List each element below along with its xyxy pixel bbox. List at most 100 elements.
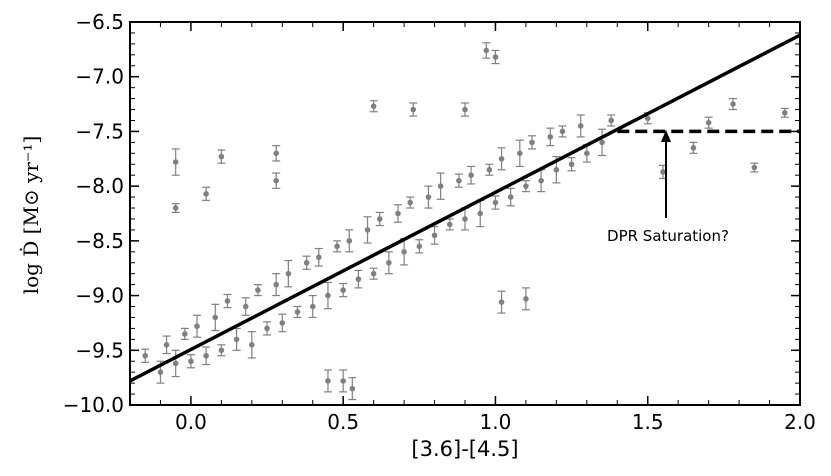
point <box>538 177 544 184</box>
point <box>249 342 255 348</box>
point <box>325 378 331 384</box>
point <box>553 166 560 173</box>
y-tick-label: −10.0 <box>63 393 124 417</box>
y-tick-label: −8.0 <box>75 174 124 198</box>
y-tick-label: −9.5 <box>75 338 124 362</box>
y-axis-label: log Ḋ [M⊙ yr⁻¹] <box>19 136 43 295</box>
point <box>523 296 529 302</box>
point <box>492 54 499 60</box>
point <box>279 320 286 326</box>
point <box>172 360 179 367</box>
point <box>751 164 758 171</box>
point <box>233 336 240 343</box>
arrow-head <box>661 130 671 142</box>
point <box>547 134 554 140</box>
point <box>163 342 170 348</box>
x-tick-label: 0.0 <box>175 410 207 434</box>
point <box>340 287 346 293</box>
point <box>316 254 322 261</box>
point <box>370 270 377 277</box>
annotation: DPR Saturation? <box>607 227 729 245</box>
point <box>188 358 194 365</box>
point <box>486 166 493 173</box>
point <box>218 347 225 354</box>
point <box>303 259 310 266</box>
x-tick-label: 0.5 <box>327 410 359 434</box>
point <box>730 101 736 107</box>
y-tick-label: −7.5 <box>75 119 124 143</box>
point <box>172 205 179 211</box>
point <box>309 303 316 310</box>
point <box>577 123 584 129</box>
point <box>462 106 468 113</box>
point <box>529 139 535 146</box>
fit-line <box>129 33 801 383</box>
point <box>407 199 413 206</box>
point <box>477 210 484 217</box>
point <box>462 216 468 222</box>
x-tick-label: 1.0 <box>480 410 512 434</box>
point <box>349 385 356 392</box>
point <box>364 227 371 233</box>
point <box>325 292 331 299</box>
point <box>194 323 200 330</box>
point <box>346 238 353 244</box>
y-tick-label: −8.5 <box>75 229 124 253</box>
x-tick-label: 1.5 <box>632 410 664 434</box>
point <box>559 128 566 135</box>
point <box>781 110 788 116</box>
point <box>395 210 401 217</box>
point <box>498 155 505 162</box>
point <box>608 117 614 124</box>
point <box>416 243 423 250</box>
point <box>468 172 474 178</box>
point <box>705 119 712 126</box>
point <box>224 298 231 304</box>
y-tick-label: −9.0 <box>75 284 124 308</box>
point <box>437 183 444 189</box>
point <box>599 139 605 146</box>
point <box>370 103 377 110</box>
point <box>264 325 270 332</box>
point <box>340 378 346 384</box>
point <box>456 177 462 184</box>
point <box>273 177 279 184</box>
y-tick-label: −7.0 <box>75 65 124 89</box>
point <box>568 161 575 168</box>
point <box>355 276 362 282</box>
point <box>431 232 438 239</box>
point <box>294 309 301 315</box>
point <box>507 194 514 200</box>
point <box>285 270 292 277</box>
point <box>242 303 249 310</box>
point <box>690 145 697 151</box>
point <box>410 106 417 113</box>
point <box>273 150 279 157</box>
point <box>203 191 209 197</box>
x-axis-label: [3.6]-[4.5] <box>411 437 518 461</box>
point <box>386 259 392 266</box>
point <box>644 115 651 122</box>
point <box>584 150 590 157</box>
x-tick-label: 2.0 <box>784 410 816 434</box>
point <box>172 159 179 165</box>
point <box>498 299 505 305</box>
point <box>523 183 529 189</box>
point <box>142 352 149 359</box>
point <box>446 221 453 228</box>
point <box>483 47 490 54</box>
point <box>401 249 407 255</box>
point <box>273 281 279 288</box>
point <box>376 216 383 222</box>
point <box>660 169 666 175</box>
point <box>255 287 261 293</box>
point <box>157 369 164 375</box>
y-tick-label: −6.5 <box>75 10 124 34</box>
point <box>218 153 225 160</box>
point <box>203 352 209 359</box>
point <box>492 199 499 206</box>
point <box>425 194 432 200</box>
point <box>334 243 340 250</box>
point <box>182 331 188 337</box>
